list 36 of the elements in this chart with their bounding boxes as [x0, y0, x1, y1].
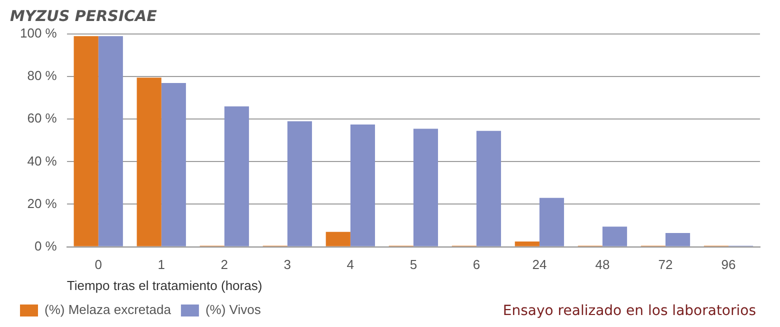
x-tick-label: 4	[346, 257, 354, 272]
x-tick-label: 24	[532, 257, 547, 272]
text: Ensayo realizado en los laboratorios	[502, 303, 756, 319]
y-tick-label: 80 %	[27, 68, 58, 84]
bar	[350, 124, 375, 246]
y-tick-label: 0 %	[34, 238, 58, 254]
x-tick-label: 96	[721, 257, 736, 272]
bar	[224, 106, 249, 246]
bar	[476, 130, 502, 246]
bar	[136, 78, 162, 246]
bar	[665, 232, 690, 246]
x-tick-label: 2	[220, 257, 228, 272]
legend-label: (%) Melaza excretada	[44, 302, 172, 318]
y-tick-label: 100 %	[20, 26, 58, 41]
x-tick-label: 72	[658, 257, 673, 272]
y-tick-label: 20 %	[27, 196, 58, 211]
bar	[326, 232, 350, 246]
legend-label: (%) Vivos	[205, 302, 262, 318]
bar	[98, 36, 123, 246]
x-tick-label: 48	[595, 257, 610, 272]
x-tick-label: 1	[158, 257, 165, 272]
x-tick-label: 5	[410, 257, 418, 272]
x-tick-label: 3	[284, 257, 292, 272]
bar	[413, 128, 438, 246]
x-tick-label: 0	[94, 257, 102, 272]
bar	[74, 36, 98, 246]
bar	[161, 82, 186, 246]
y-tick-label: 60 %	[27, 110, 58, 126]
x-axis-title: Tiempo tras el tratamiento (horas)	[66, 278, 262, 293]
bar	[287, 121, 312, 246]
x-tick-label: 6	[472, 257, 480, 272]
y-tick-label: 40 %	[27, 153, 58, 168]
bar	[539, 198, 564, 246]
bar	[602, 226, 628, 246]
bar	[514, 241, 540, 246]
chart-title: MYZUS PERSICAE	[10, 6, 158, 25]
